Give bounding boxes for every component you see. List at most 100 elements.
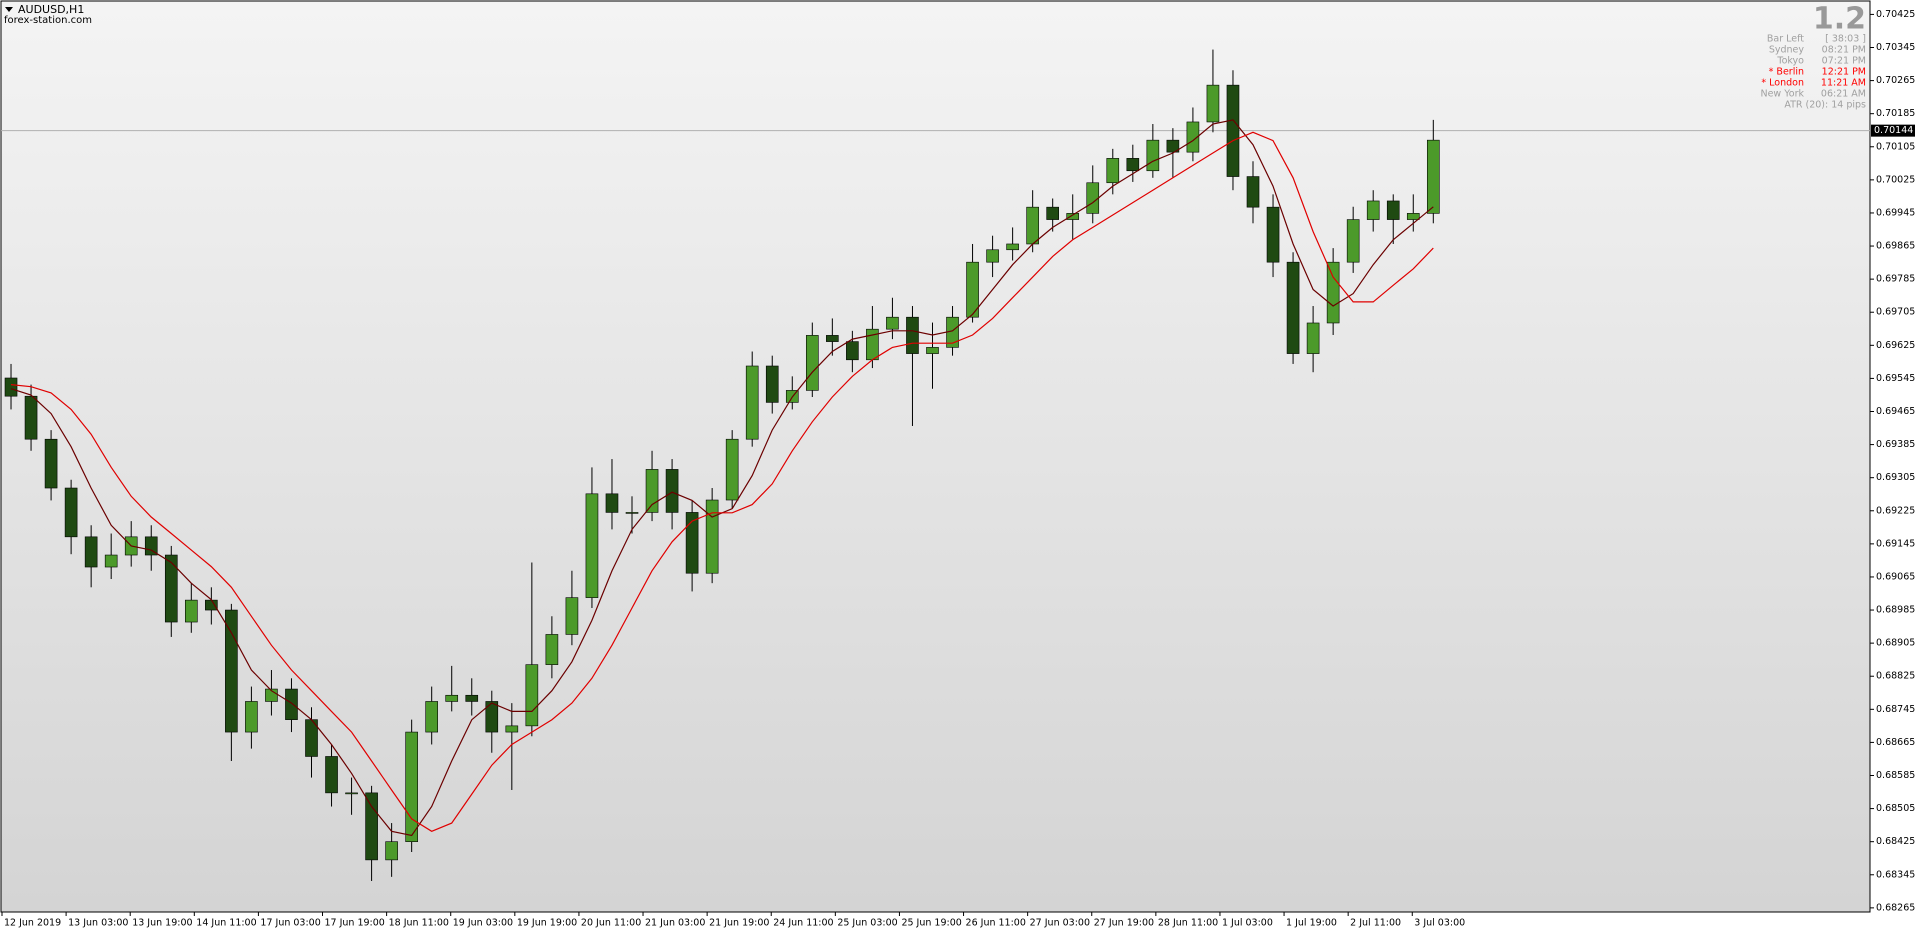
y-tick-label: 0.69465 [1876, 406, 1915, 417]
y-tick-label: 0.69305 [1876, 472, 1915, 483]
menu-arrow[interactable] [5, 7, 13, 12]
x-tick-label: 13 Jun 03:00 [68, 918, 128, 929]
moving-average [10, 131, 1434, 832]
candle-body [1026, 206, 1039, 245]
candle-body [966, 261, 979, 318]
y-tick-label: 0.70025 [1876, 174, 1915, 185]
candle-body [1306, 322, 1320, 354]
x-tick-label: 18 Jun 11:00 [389, 918, 449, 929]
atr: ATR (20): 14 pips [1784, 100, 1866, 111]
x-tick-label: 13 Jun 19:00 [132, 918, 192, 929]
y-tick-label: 0.70265 [1876, 75, 1915, 86]
candle-body [685, 512, 699, 574]
y-tick-label: 0.69065 [1876, 571, 1915, 582]
candle-body [805, 335, 819, 391]
y-tick-label: 0.68505 [1876, 803, 1915, 814]
info-value: 08:21 PM [1822, 45, 1866, 56]
candle-body [285, 688, 298, 720]
y-tick-label: 0.69625 [1876, 340, 1915, 351]
x-tick-label: 27 Jun 03:00 [1030, 918, 1090, 929]
info-value: 12:21 PM [1822, 67, 1866, 78]
info-label: New York [1760, 89, 1804, 100]
y-tick-label: 0.68345 [1876, 869, 1915, 880]
y-tick-label: 0.70185 [1876, 108, 1915, 119]
price-tag [1871, 124, 1915, 137]
candle-body [605, 493, 619, 513]
x-tick-label: 26 Jun 11:00 [966, 918, 1026, 929]
y-tick-label: 0.69705 [1876, 307, 1915, 318]
y-tick-label: 0.68905 [1876, 638, 1915, 649]
x-tick-label: 24 Jun 11:00 [773, 918, 833, 929]
y-tick-label: 0.69145 [1876, 538, 1915, 549]
candle-body [425, 701, 439, 733]
y-tick-label: 0.68585 [1876, 770, 1915, 781]
candle-body [1066, 213, 1080, 220]
y-tick-label: 0.69225 [1876, 505, 1915, 516]
candle-body [826, 335, 839, 342]
y-tick-label: 0.69545 [1876, 373, 1915, 384]
x-tick-label: 12 Jun 2019 [4, 918, 61, 929]
info-label: Bar Left [1767, 34, 1804, 45]
candle-body [765, 365, 779, 403]
candle-body [1426, 139, 1440, 214]
x-tick-label: 19 Jun 03:00 [453, 918, 513, 929]
candle-body [846, 341, 859, 361]
candle-body [1266, 206, 1280, 263]
x-tick-label: 25 Jun 19:00 [901, 918, 961, 929]
candle-body [24, 395, 38, 440]
y-tick-label: 0.70425 [1876, 9, 1915, 20]
candle-body [104, 554, 118, 568]
candle-body [585, 493, 599, 598]
candle-body [325, 756, 338, 794]
candle-body [1286, 261, 1300, 354]
candle-body [205, 599, 218, 611]
y-tick-label: 0.69865 [1876, 241, 1915, 252]
candle-body [1326, 261, 1340, 324]
info-label: * Berlin [1769, 67, 1804, 78]
candle-body [1086, 182, 1100, 214]
plot-area [0, 0, 1871, 913]
x-tick-label: 17 Jun 19:00 [325, 918, 385, 929]
candle-body [1146, 139, 1160, 172]
info-value: 11:21 AM [1821, 78, 1866, 89]
info-label: Tokyo [1776, 56, 1804, 67]
candle-body [645, 469, 659, 513]
candle-body [926, 347, 939, 354]
y-tick-label: 0.68985 [1876, 605, 1915, 616]
candle-body [886, 316, 899, 330]
x-tick-label: 17 Jun 03:00 [260, 918, 320, 929]
candle-body [1366, 200, 1380, 220]
x-tick-label: 19 Jun 19:00 [517, 918, 577, 929]
candle-body [1206, 84, 1220, 123]
candle-body [1126, 158, 1140, 172]
y-tick-label: 0.70105 [1876, 141, 1915, 152]
candle-body [1226, 84, 1240, 177]
candle-body [665, 469, 679, 513]
candle-body [405, 731, 418, 842]
candle-body [1386, 200, 1400, 220]
info-value: [ 38:03 ] [1825, 34, 1866, 45]
candle-body [84, 536, 98, 568]
candle-body [1006, 243, 1019, 251]
candle-body [1046, 206, 1059, 220]
candle-body [986, 249, 999, 263]
info-value: 06:21 AM [1821, 89, 1866, 100]
candle-body [184, 599, 198, 623]
y-tick-label: 0.68425 [1876, 836, 1915, 847]
candle-body [505, 725, 519, 733]
y-tick-label: 0.68745 [1876, 704, 1915, 715]
candle-body [164, 554, 178, 623]
candle-body [1246, 176, 1260, 208]
x-tick-label: 14 Jun 11:00 [196, 918, 256, 929]
x-tick-label: 3 Jul 03:00 [1414, 918, 1465, 929]
x-tick-label: 1 Jul 19:00 [1286, 918, 1337, 929]
candle-body [565, 597, 579, 635]
candle-body [225, 609, 238, 733]
y-tick-label: 0.70345 [1876, 42, 1915, 53]
y-tick-label: 0.68665 [1876, 737, 1915, 748]
x-tick-label: 28 Jun 11:00 [1158, 918, 1218, 929]
source: forex-station.com [4, 15, 92, 26]
candle-body [144, 536, 158, 556]
candle-body [485, 701, 499, 733]
